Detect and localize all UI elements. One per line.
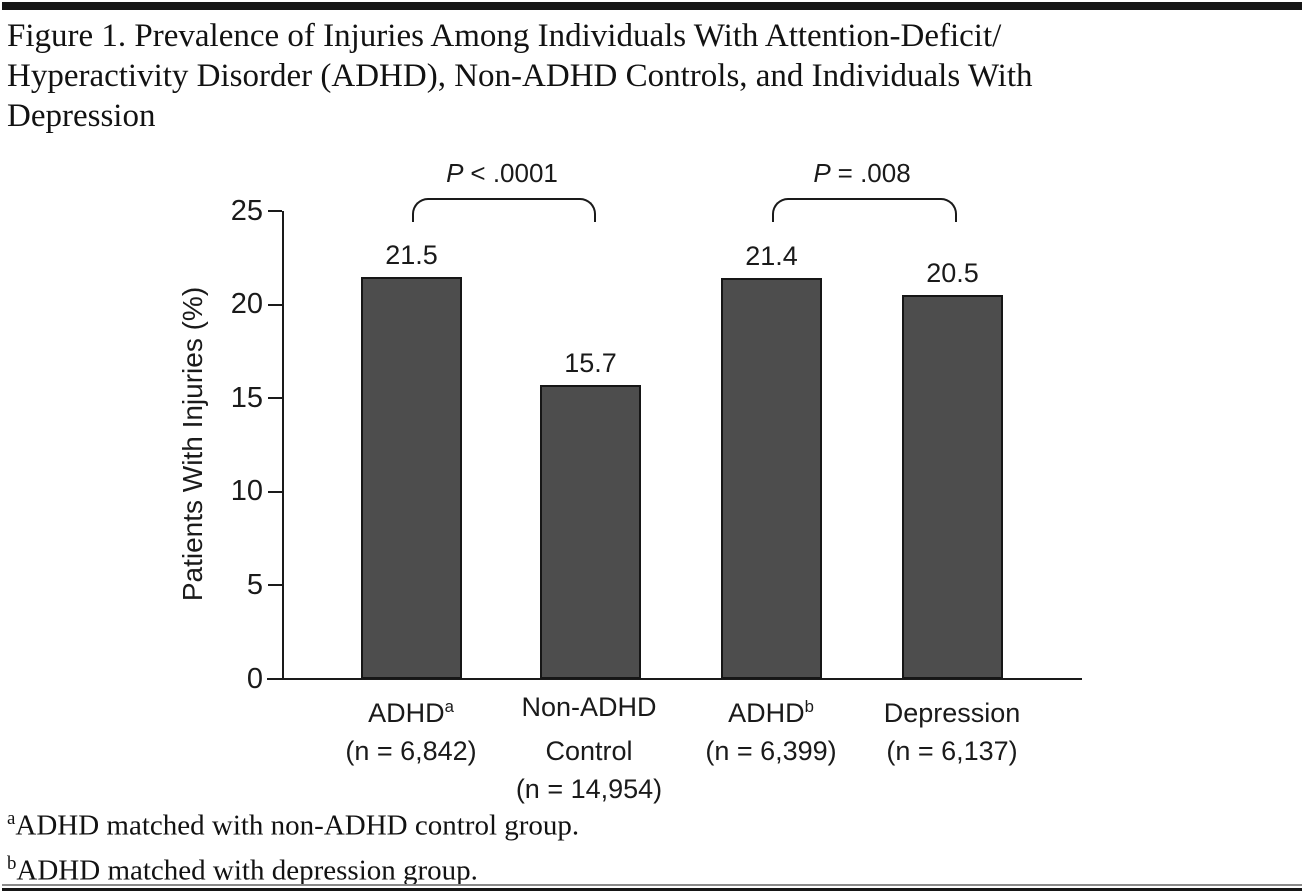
y-tick-mark <box>268 678 282 680</box>
bottom-rule-dark <box>2 888 1302 891</box>
p-comparison: < .0001 <box>470 158 558 188</box>
y-tick-label: 0 <box>246 662 263 695</box>
y-axis-line <box>282 211 284 679</box>
footnotes: aADHD matched with non-ADHD control grou… <box>7 800 579 889</box>
footnote: aADHD matched with non-ADHD control grou… <box>7 808 580 842</box>
footnote-superscript: b <box>7 852 17 874</box>
y-tick-mark <box>268 397 282 400</box>
y-tick: 0 <box>160 662 282 695</box>
p-comparison: = .008 <box>837 158 911 188</box>
bars-group: 21.5 15.7 21.4 20.5 <box>282 211 1082 679</box>
y-tick-mark <box>268 490 282 493</box>
category-name: Non-ADHD Control <box>521 692 657 766</box>
bar-column: 21.4 <box>721 241 822 679</box>
significance-bracket <box>412 198 596 222</box>
y-tick: 5 <box>160 568 282 601</box>
y-tick-label: 25 <box>230 194 263 227</box>
bar-column: 20.5 <box>902 258 1003 679</box>
y-tick: 15 <box>160 381 282 414</box>
category-n: (n = 14,954) <box>515 774 663 804</box>
category-superscript: a <box>444 697 454 716</box>
y-tick-label: 5 <box>246 568 263 601</box>
top-rule <box>2 2 1302 10</box>
bar <box>540 385 641 679</box>
category-superscript: b <box>804 697 814 716</box>
figure-title-line: Hyperactivity Disorder (ADHD), Non-ADHD … <box>7 58 1033 94</box>
figure-title-line: Figure 1. Prevalence of Injuries Among I… <box>7 18 1002 54</box>
footnote: bADHD matched with depression group. <box>7 852 478 887</box>
y-tick-mark <box>268 584 282 587</box>
figure-title-line: Depression <box>7 98 156 134</box>
category-n: (n = 6,842) <box>345 736 477 766</box>
bar <box>361 277 462 679</box>
bar <box>902 295 1003 679</box>
category-n: (n = 6,399) <box>705 736 837 766</box>
bar-value-label: 21.4 <box>745 241 798 271</box>
footnote-superscript: a <box>7 808 16 829</box>
y-tick-label: 15 <box>230 381 263 414</box>
y-tick: 25 <box>160 194 282 227</box>
figure-title: Figure 1. Prevalence of Injuries Among I… <box>7 16 1032 136</box>
category-label: Non-ADHD Control (n = 14,954) <box>494 688 684 808</box>
x-axis-line <box>267 678 1082 680</box>
bar-column: 21.5 <box>361 240 462 679</box>
bar <box>721 278 822 679</box>
y-tick-label: 10 <box>230 475 263 508</box>
y-tick-label: 20 <box>230 288 263 321</box>
bar-value-label: 21.5 <box>385 240 438 270</box>
p-symbol: P <box>813 158 831 188</box>
category-name: ADHDa <box>368 697 454 728</box>
category-name: Depression <box>883 698 1021 728</box>
y-tick: 10 <box>160 475 282 508</box>
bottom-rule-light <box>2 884 1302 886</box>
p-value-label: P = .008 <box>762 158 962 189</box>
category-label: ADHDa (n = 6,842) <box>316 688 506 770</box>
bar-column: 15.7 <box>540 348 641 679</box>
category-label: Depression (n = 6,137) <box>857 688 1047 770</box>
category-name: ADHDb <box>728 697 814 728</box>
y-tick-mark <box>268 210 282 212</box>
bar-value-label: 15.7 <box>564 348 617 378</box>
significance-bracket <box>772 198 957 222</box>
category-label: ADHDb (n = 6,399) <box>676 688 866 770</box>
category-n: (n = 6,137) <box>886 736 1018 766</box>
y-axis-label: Patients With Injuries (%) <box>177 286 208 602</box>
y-tick: 20 <box>160 288 282 321</box>
p-symbol: P <box>446 158 464 188</box>
bar-value-label: 20.5 <box>926 258 979 288</box>
bar-chart-plot-area: 0 5 10 15 20 25 21.5 <box>231 195 1082 695</box>
y-tick-mark <box>268 303 282 306</box>
p-value-label: P < .0001 <box>402 158 602 189</box>
